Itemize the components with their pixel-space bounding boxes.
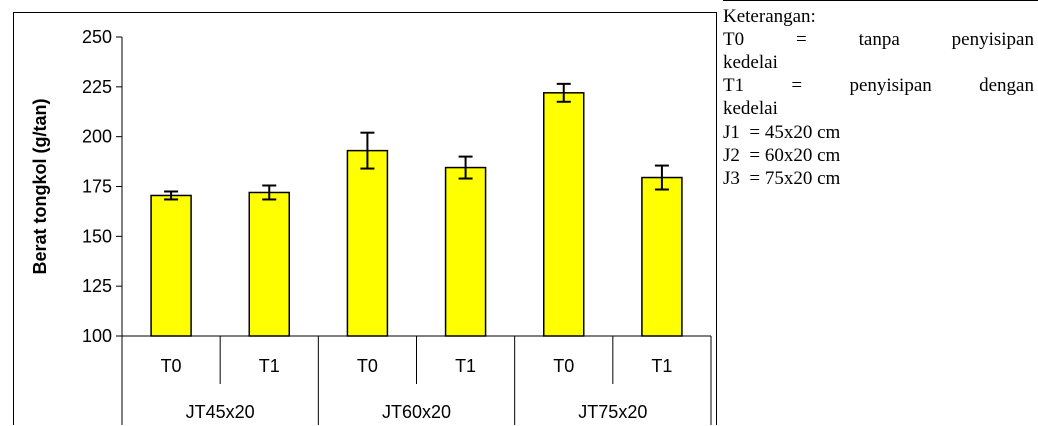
y-tick-label-225: 225 [82, 77, 112, 97]
notes-heading: Keterangan: [723, 5, 1034, 28]
y-tick-label-125: 125 [82, 276, 112, 296]
bar-2 [346, 149, 389, 337]
note-t1: T1 = penyisipan dengan [723, 74, 1034, 97]
bar-1 [248, 191, 290, 337]
note-t0: T0 = tanpa penyisipan [723, 28, 1034, 51]
group-label-0: JT45x20 [186, 402, 255, 422]
note-t1-eq: = [791, 75, 803, 96]
y-axis-title: Berat tongkol (g/tan) [30, 99, 50, 275]
note-t1-cont: kedelai [723, 97, 1034, 120]
bar-chart: 100 125 150 175 200 225 250 Berat tongkol (g/ta… [13, 12, 717, 425]
y-tick-label-175: 175 [82, 177, 112, 197]
bar-3 [444, 166, 487, 337]
note-t1-cont-text: kedelai [723, 98, 778, 119]
note-j1: J1 = 45x20 cm [723, 121, 1034, 144]
notes-panel: Keterangan: T0 = tanpa penyisipan kedela… [723, 0, 1038, 426]
y-tick-label-250: 250 [82, 27, 112, 47]
bar-4 [543, 92, 585, 337]
note-t0-desc-1: tanpa [858, 29, 900, 50]
note-j1-text: J1 = 45x20 cm [723, 122, 841, 143]
y-tick-label-100: 100 [82, 326, 112, 346]
note-t0-eq: = [796, 29, 807, 50]
note-t0-label: T0 [723, 29, 745, 50]
x-tick-label-3: T1 [455, 356, 476, 376]
note-t1-label: T1 [723, 75, 745, 96]
note-t0-cont-text: kedelai [723, 52, 778, 73]
bar-5 [641, 176, 683, 337]
note-j3-text: J3 = 75x20 cm [723, 168, 841, 189]
note-j2: J2 = 60x20 cm [723, 144, 1034, 167]
x-tick-label-5: T1 [651, 356, 672, 376]
chart-panel: 100 125 150 175 200 225 250 Berat tongkol (g/ta… [13, 12, 717, 425]
x-tick-label-4: T0 [553, 356, 574, 376]
x-tick-label-2: T0 [357, 356, 378, 376]
note-t1-desc-2: dengan [979, 75, 1034, 96]
note-t1-desc-1: penyisipan [849, 75, 932, 96]
group-label-2: JT75x20 [578, 402, 647, 422]
x-tick-label-0: T0 [161, 356, 182, 376]
note-j3: J3 = 75x20 cm [723, 167, 1034, 190]
group-label-1: JT60x20 [382, 402, 451, 422]
chart-border [13, 12, 717, 425]
note-t0-cont: kedelai [723, 51, 1034, 74]
y-tick-label-200: 200 [82, 127, 112, 147]
y-tick-label-150: 150 [82, 226, 112, 246]
x-tick-label-1: T1 [259, 356, 280, 376]
notes-heading-text: Keterangan: [723, 6, 816, 27]
note-t0-desc-2: penyisipan [951, 29, 1034, 50]
bar-0 [150, 194, 192, 337]
note-j2-text: J2 = 60x20 cm [723, 145, 841, 166]
